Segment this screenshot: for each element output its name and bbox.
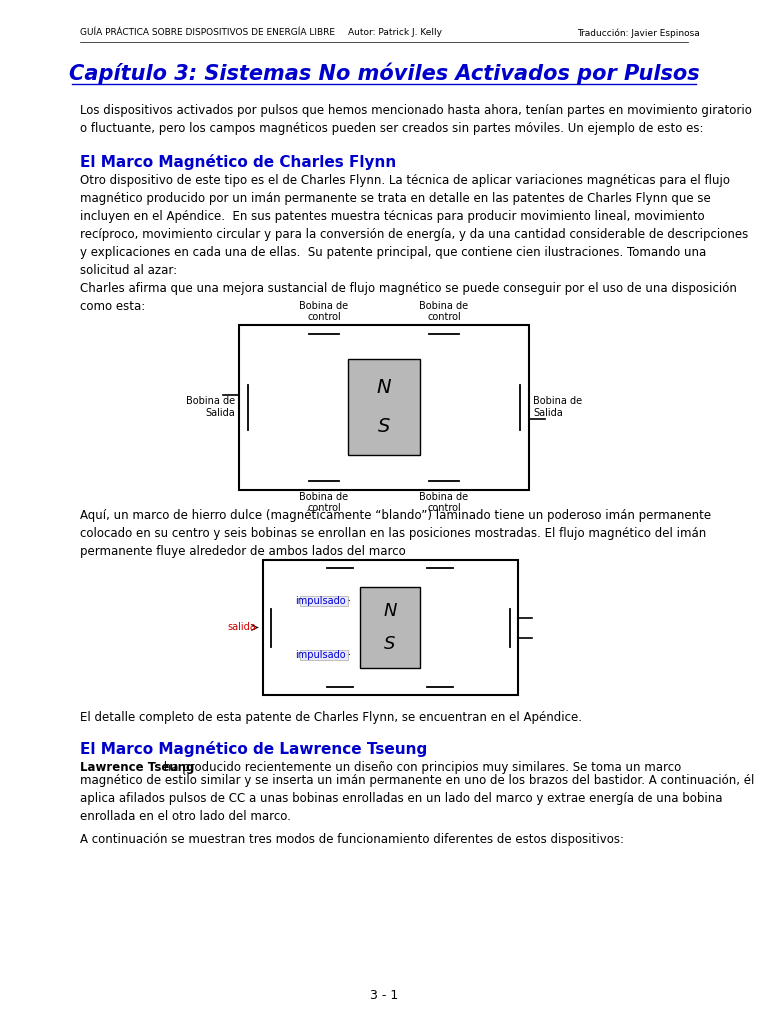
Text: Bobina de: Bobina de — [533, 396, 582, 406]
Text: Los dispositivos activados por pulsos que hemos mencionado hasta ahora, tenían p: Los dispositivos activados por pulsos qu… — [80, 104, 752, 135]
Text: ha producido recientemente un diseño con principios muy similares. Se toma un ma: ha producido recientemente un diseño con… — [160, 761, 680, 774]
Text: Bobina de: Bobina de — [186, 396, 235, 406]
Text: El Marco Magnético de Lawrence Tseung: El Marco Magnético de Lawrence Tseung — [80, 741, 427, 757]
Bar — [360, 587, 420, 668]
Text: Bobina de
control: Bobina de control — [300, 301, 349, 323]
Text: Salida: Salida — [533, 408, 563, 418]
Bar — [300, 649, 348, 659]
Text: Charles afirma que una mejora sustancial de flujo magnético se puede conseguir p: Charles afirma que una mejora sustancial… — [80, 282, 737, 313]
Text: A continuación se muestran tres modos de funcionamiento diferentes de estos disp: A continuación se muestran tres modos de… — [80, 833, 624, 846]
Text: impulsado: impulsado — [296, 596, 346, 605]
Text: 3 - 1: 3 - 1 — [370, 989, 398, 1002]
Bar — [239, 325, 529, 489]
Text: GUÍA PRÁCTICA SOBRE DISPOSITIVOS DE ENERGÍA LIBRE: GUÍA PRÁCTICA SOBRE DISPOSITIVOS DE ENER… — [80, 28, 335, 37]
Text: Capítulo 3: Sistemas No móviles Activados por Pulsos: Capítulo 3: Sistemas No móviles Activado… — [68, 62, 700, 84]
Text: S: S — [384, 635, 396, 652]
Text: salida: salida — [228, 623, 257, 633]
Text: impulsado: impulsado — [296, 649, 346, 659]
Text: Lawrence Tseung: Lawrence Tseung — [80, 761, 194, 774]
Text: N: N — [383, 602, 397, 621]
Text: Bobina de
control: Bobina de control — [419, 492, 468, 513]
Text: Salida: Salida — [205, 408, 235, 418]
Text: El Marco Magnético de Charles Flynn: El Marco Magnético de Charles Flynn — [80, 154, 396, 170]
Text: N: N — [376, 378, 392, 397]
Text: Traducción: Javier Espinosa: Traducción: Javier Espinosa — [578, 28, 700, 38]
Text: Autor: Patrick J. Kelly: Autor: Patrick J. Kelly — [348, 28, 442, 37]
Bar — [300, 596, 348, 605]
Text: Otro dispositivo de este tipo es el de Charles Flynn. La técnica de aplicar vari: Otro dispositivo de este tipo es el de C… — [80, 174, 748, 278]
Text: magnético de estilo similar y se inserta un imán permanente en uno de los brazos: magnético de estilo similar y se inserta… — [80, 774, 754, 823]
Bar — [348, 359, 420, 455]
Bar — [263, 560, 518, 695]
Text: El detalle completo de esta patente de Charles Flynn, se encuentran en el Apéndi: El detalle completo de esta patente de C… — [80, 711, 582, 724]
Text: Bobina de
control: Bobina de control — [419, 301, 468, 323]
Text: Aquí, un marco de hierro dulce (magnéticamente “blando”) laminado tiene un poder: Aquí, un marco de hierro dulce (magnétic… — [80, 510, 711, 558]
Text: Bobina de
control: Bobina de control — [300, 492, 349, 513]
Text: S: S — [378, 417, 390, 435]
